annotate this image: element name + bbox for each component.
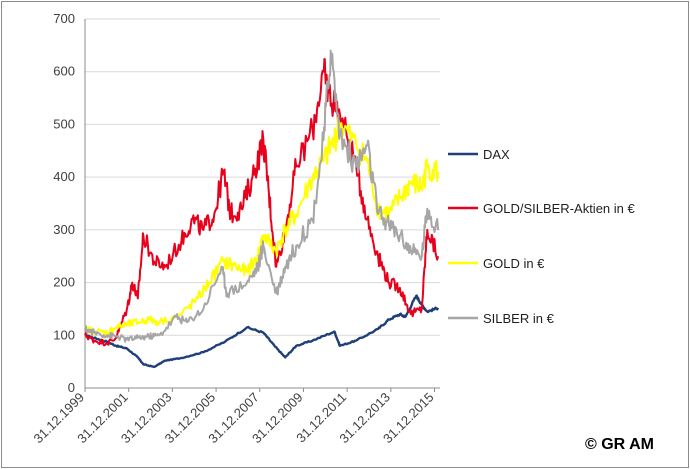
- copyright-text: © GR AM: [585, 436, 654, 453]
- series-line-3: [84, 49, 440, 343]
- series-line-0: [84, 294, 440, 369]
- y-tick-label: 400: [53, 169, 75, 184]
- x-axis-ticks: 31.12.199931.12.200131.12.200331.12.2005…: [30, 388, 437, 446]
- legend-label-2: GOLD in €: [483, 256, 545, 271]
- y-tick-label: 300: [53, 222, 75, 237]
- y-tick-label: 100: [53, 327, 75, 342]
- y-tick-label: 600: [53, 64, 75, 79]
- y-tick-label: 700: [53, 11, 75, 26]
- legend-label-1: GOLD/SILBER-Aktien in €: [483, 201, 635, 216]
- y-tick-label: 500: [53, 116, 75, 131]
- gridlines: [85, 18, 440, 336]
- legend-label-3: SILBER in €: [483, 311, 555, 326]
- legend-label-0: DAX: [483, 147, 510, 162]
- series-line-2: [84, 116, 440, 337]
- y-tick-label: 0: [68, 380, 75, 395]
- y-tick-label: 200: [53, 275, 75, 290]
- series-lines: [84, 49, 440, 369]
- y-axis-ticks: 0 100 200 300 400 500 600 700: [53, 11, 75, 395]
- series-line-1: [84, 57, 440, 347]
- legend: DAX GOLD/SILBER-Aktien in € GOLD in € SILBE…: [448, 147, 635, 326]
